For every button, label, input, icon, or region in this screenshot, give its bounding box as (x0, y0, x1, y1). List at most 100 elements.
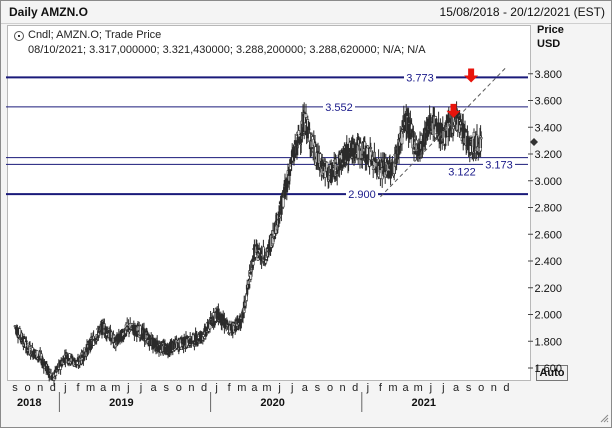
candle-body (434, 118, 438, 127)
candle-body (264, 260, 268, 264)
candle-body (412, 131, 415, 138)
candle-body (441, 127, 445, 130)
x-month-label: f (379, 382, 383, 394)
y-tick-label: 2.000 (534, 310, 562, 322)
candle-body (173, 348, 176, 351)
candle-body (249, 274, 253, 280)
candle-body (295, 147, 299, 156)
candle-body (25, 340, 28, 343)
x-month-label: a (100, 382, 107, 394)
x-month-label: j (214, 382, 217, 394)
candle-series-icon (14, 30, 24, 41)
x-month-label: o (176, 382, 182, 394)
candle-body (193, 345, 196, 347)
down-arrow-icon (446, 103, 461, 118)
candle-body (256, 257, 260, 261)
x-month-label: j (277, 382, 280, 394)
y-tick-label: 3.400 (534, 122, 562, 134)
candle-body (202, 334, 205, 337)
y-tick-label: 2.400 (534, 256, 562, 268)
y-tick-label: 2.600 (534, 229, 562, 241)
candle-body (256, 244, 259, 250)
level-label-bg (446, 165, 478, 178)
x-month-label: n (37, 382, 43, 394)
level-label-bg (346, 188, 378, 201)
legend-series-label: Cndl; AMZN.O; Trade Price (28, 29, 162, 41)
level-label-bg (483, 158, 515, 171)
x-month-label: j (441, 382, 444, 394)
x-month-label: j (366, 382, 369, 394)
price-axis-title: Price USD (537, 23, 564, 51)
y-tick-label: 2.800 (534, 203, 562, 215)
x-month-label: m (86, 382, 95, 394)
plot-area[interactable] (7, 25, 531, 381)
x-month-label: d (50, 382, 56, 394)
candle-body (54, 372, 58, 376)
price-chart[interactable]: 1.600 1.800 2.000 2.200 2.400 2.600 2.800 3.000… (6, 24, 606, 424)
candle-body (369, 147, 373, 149)
x-month-label: f (228, 382, 232, 394)
year-label: 2020 (260, 397, 284, 409)
candle-body (304, 113, 308, 118)
x-month-label: m (388, 382, 397, 394)
level-label-bg (323, 100, 355, 113)
level-label: 3.122 (448, 166, 476, 178)
x-month-label: m (237, 382, 246, 394)
x-month-label: a (302, 382, 309, 394)
x-month-label: o (478, 382, 484, 394)
x-month-label: n (491, 382, 497, 394)
x-month-label: a (403, 382, 410, 394)
x-month-label: s (466, 382, 472, 394)
x-month-label: s (12, 382, 18, 394)
year-label: 2018 (17, 397, 41, 409)
candle-body (278, 216, 281, 219)
x-month-label: f (76, 382, 80, 394)
title-bar: Daily AMZN.O 15/08/2018 - 20/12/2021 (ES… (1, 1, 611, 24)
y-tick-label: 2.200 (534, 283, 562, 295)
resize-grip-icon[interactable] (599, 413, 609, 423)
candle-body (64, 352, 68, 354)
x-month-label: s (163, 382, 169, 394)
x-month-label: a (151, 382, 158, 394)
x-month-label: a (251, 382, 258, 394)
candle-body (46, 366, 50, 371)
x-month-label: n (188, 382, 194, 394)
level-label: 3.173 (485, 160, 513, 172)
x-month-label: s (315, 382, 321, 394)
candle-body (479, 137, 483, 140)
candle-body (114, 344, 118, 348)
currency-label: USD (537, 38, 561, 50)
x-month-label: a (453, 382, 460, 394)
x-month-label: j (429, 382, 432, 394)
x-month-label: m (111, 382, 120, 394)
candle-body (186, 336, 190, 339)
down-arrow-icon (464, 68, 479, 83)
y-tick-label: 3.600 (534, 96, 562, 108)
price-title: Price (537, 24, 564, 36)
y-tick-label: 1.800 (534, 336, 562, 348)
x-month-label: n (340, 382, 346, 394)
x-month-label: j (290, 382, 293, 394)
level-label: 2.900 (348, 189, 376, 201)
y-tick-label: 3.200 (534, 149, 562, 161)
trendline (380, 66, 507, 198)
x-month-label: d (201, 382, 207, 394)
x-month-label: o (327, 382, 333, 394)
year-label: 2021 (412, 397, 436, 409)
level-label: 3.552 (325, 102, 353, 114)
chart-legend: Cndl; AMZN.O; Trade Price 08/10/2021; 3.… (14, 28, 426, 58)
x-month-label: j (126, 382, 129, 394)
year-label: 2019 (109, 397, 133, 409)
candle-body (334, 162, 338, 164)
level-label-bg (404, 71, 436, 84)
x-month-label: o (25, 382, 31, 394)
y-tick-label: 1.600 (534, 363, 562, 375)
y-tick-label: 3.800 (534, 69, 562, 81)
y-tick-label: 3.000 (534, 176, 562, 188)
x-month-label: d (352, 382, 358, 394)
auto-scale-button[interactable]: Auto (536, 365, 568, 381)
last-price-marker (530, 137, 538, 146)
x-month-label: m (414, 382, 423, 394)
candle-body (395, 153, 398, 164)
